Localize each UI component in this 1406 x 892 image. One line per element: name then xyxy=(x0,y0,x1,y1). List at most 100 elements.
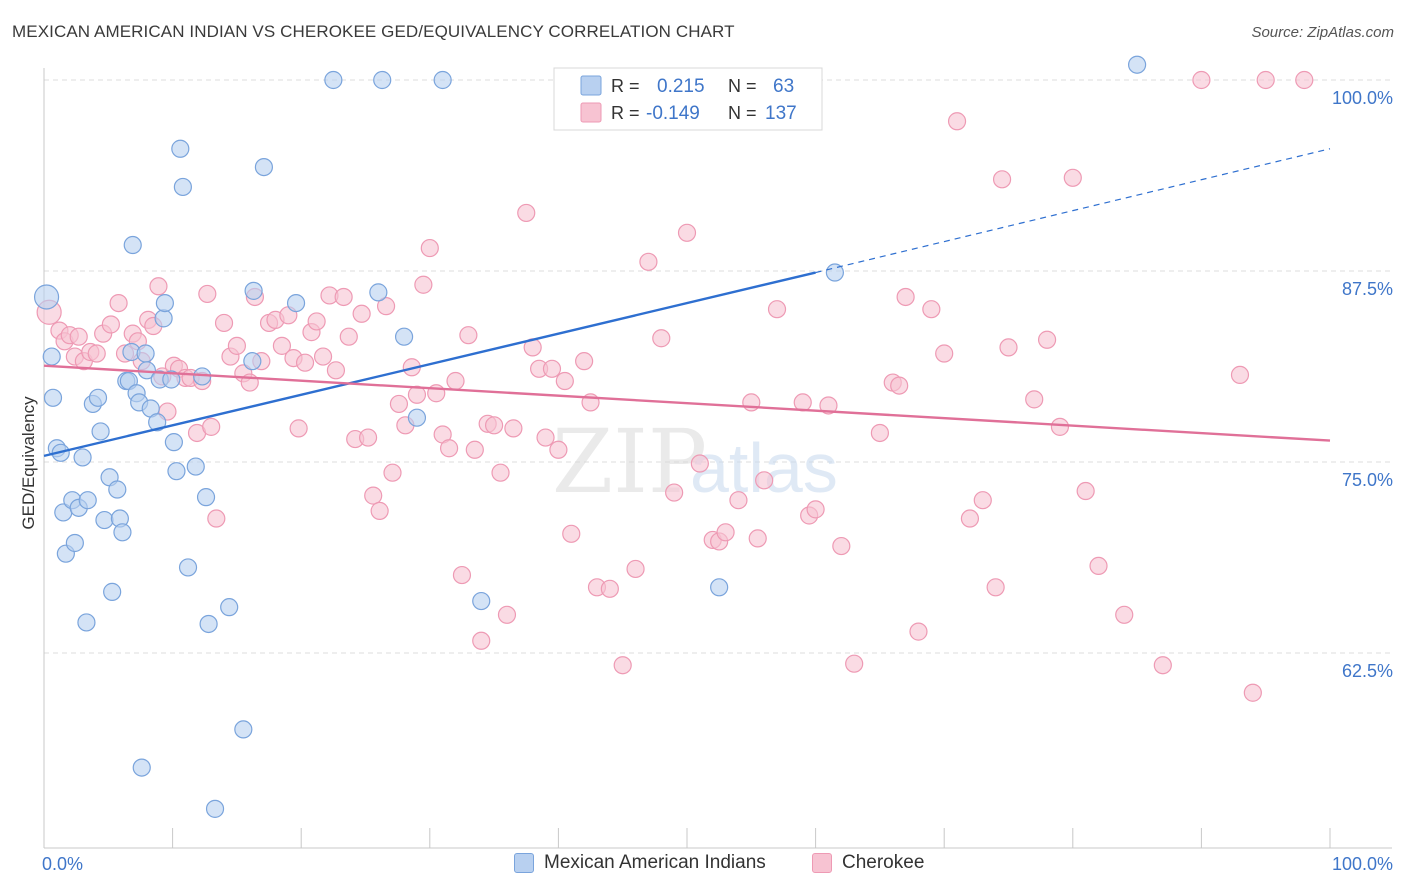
y-tick-label: 62.5% xyxy=(1342,661,1393,681)
mexican-american-indian-point xyxy=(825,263,844,282)
cherokee-point xyxy=(999,338,1018,357)
mexican-american-indian-point xyxy=(178,558,198,577)
cherokee-point xyxy=(1243,683,1262,702)
legend-item-cherokee: Cherokee xyxy=(812,852,924,874)
cherokee-point xyxy=(109,293,128,313)
trend-lines xyxy=(43,148,1331,458)
mexican-american-indian-point xyxy=(205,799,225,818)
mexican-american-indian-point xyxy=(199,614,218,634)
cherokee-point xyxy=(1089,556,1108,576)
cherokee-point xyxy=(562,524,581,543)
cherokee-point xyxy=(575,352,594,371)
cherokee-point xyxy=(465,440,484,459)
legend-r-label-blue: R = xyxy=(611,76,640,96)
mexican-american-indian-point xyxy=(108,480,127,499)
mexican-american-indian-point xyxy=(91,422,110,441)
legend-n-label-blue: N = xyxy=(728,76,757,96)
cherokee-point xyxy=(555,371,574,391)
mexican-american-indian-point xyxy=(132,758,151,777)
source-label: Source: ZipAtlas.com xyxy=(1251,24,1394,41)
cherokee-point xyxy=(289,419,308,438)
legend-swatch-mexican-american-indians xyxy=(514,853,534,873)
legend-label-mexican-american-indians: Mexican American Indians xyxy=(544,852,766,873)
cherokee-point xyxy=(420,238,439,258)
mexican-american-indian-point xyxy=(244,281,263,300)
trend-line-cherokee xyxy=(43,364,1331,442)
mexican-american-indian-point xyxy=(173,177,192,197)
cherokee-point xyxy=(652,329,671,348)
mexican-american-indian-point xyxy=(433,70,452,90)
trend-line-extension-mexican-american-indians xyxy=(815,148,1331,274)
axes xyxy=(43,68,1392,849)
cherokee-point xyxy=(517,203,536,223)
cherokee-point xyxy=(326,361,346,380)
cherokee-point xyxy=(198,284,217,304)
mexican-american-indian-point xyxy=(113,523,132,542)
mexican-american-indian-point xyxy=(472,591,491,611)
cherokee-point xyxy=(755,471,774,490)
cherokee-point xyxy=(497,605,517,624)
cherokee-point xyxy=(69,327,88,346)
cherokee-point xyxy=(600,579,619,598)
mexican-american-indian-point xyxy=(324,70,343,90)
chart-title: MEXICAN AMERICAN INDIAN VS CHEROKEE GED/… xyxy=(12,22,735,41)
cherokee-point xyxy=(1076,481,1095,501)
cherokee-point xyxy=(973,491,992,510)
mexican-american-indian-point xyxy=(254,157,274,177)
legend-r-label-pink: R = xyxy=(611,103,640,123)
cherokee-point xyxy=(313,347,333,366)
cherokee-point xyxy=(352,304,371,323)
mexican-american-indian-point xyxy=(136,344,155,363)
cherokee-point xyxy=(485,416,504,435)
cherokee-point xyxy=(339,327,358,346)
cherokee-point xyxy=(1153,656,1172,675)
mexican-american-indian-point xyxy=(88,388,108,407)
cherokee-point xyxy=(452,565,472,585)
trend-line-mexican-american-indians xyxy=(43,271,816,458)
x-tick-label: 100.0% xyxy=(1332,854,1393,874)
mexican-american-indian-point xyxy=(162,370,181,389)
cherokee-point xyxy=(202,417,221,436)
cherokee-point xyxy=(890,376,909,395)
cherokee-point xyxy=(613,656,632,675)
cherokee-point xyxy=(376,297,396,316)
cherokee-point xyxy=(87,344,106,363)
legend-n-value-pink: 137 xyxy=(765,103,797,124)
watermark-atlas: atlas xyxy=(690,429,838,507)
cherokee-point xyxy=(896,287,915,307)
mexican-american-indian-point xyxy=(286,293,306,313)
legend-r-value-blue: 0.215 xyxy=(657,76,705,97)
legend-box: R = 0.215 N = 63 R = -0.149 N = 137 xyxy=(553,67,823,131)
y-tick-label: 87.5% xyxy=(1342,279,1393,299)
cherokee-point xyxy=(370,501,389,520)
legend-item-mexican-american-indians: Mexican American Indians xyxy=(514,852,766,874)
watermark-zip: ZIP xyxy=(552,410,707,513)
cherokee-point xyxy=(832,536,851,556)
mexican-american-indian-points xyxy=(33,55,1147,818)
cherokee-point xyxy=(819,396,838,415)
cherokee-point xyxy=(922,300,941,319)
cherokee-point xyxy=(935,344,954,363)
cherokee-point xyxy=(1063,168,1082,187)
cherokee-point xyxy=(1256,70,1275,90)
mexican-american-indian-point xyxy=(196,488,216,507)
cherokee-point xyxy=(307,312,326,331)
legend-label-cherokee: Cherokee xyxy=(842,852,925,873)
cherokee-point xyxy=(1037,330,1057,349)
cherokee-point xyxy=(677,223,697,242)
cherokee-point xyxy=(389,394,409,414)
cherokee-point xyxy=(214,313,234,333)
y-tick-label: 75.0% xyxy=(1342,470,1393,490)
cherokee-point xyxy=(472,631,491,650)
mexican-american-indian-point xyxy=(103,582,122,601)
cherokee-point xyxy=(947,112,967,131)
cherokee-point xyxy=(414,275,433,294)
cherokee-point xyxy=(364,486,383,505)
cherokee-point xyxy=(383,463,402,482)
tick-labels: 100.0% 87.5% 75.0% 62.5% 0.0% 100.0% xyxy=(42,88,1393,874)
mexican-american-indian-point xyxy=(394,327,414,346)
mexican-american-indian-point xyxy=(164,433,183,452)
mexican-american-indian-point xyxy=(243,352,262,371)
cherokee-point xyxy=(729,491,748,510)
